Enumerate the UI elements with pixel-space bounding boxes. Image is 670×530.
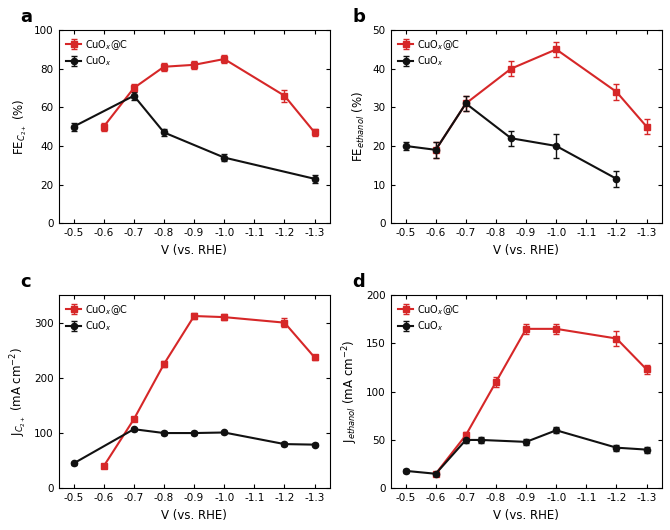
Legend: CuO$_x$@C, CuO$_x$: CuO$_x$@C, CuO$_x$ (64, 35, 131, 71)
Legend: CuO$_x$@C, CuO$_x$: CuO$_x$@C, CuO$_x$ (395, 300, 463, 336)
X-axis label: V (vs. RHE): V (vs. RHE) (493, 244, 559, 257)
X-axis label: V (vs. RHE): V (vs. RHE) (161, 509, 227, 522)
Y-axis label: FE$_{ethanol}$ (%): FE$_{ethanol}$ (%) (351, 91, 367, 162)
Text: d: d (352, 273, 365, 291)
Y-axis label: J$_{ethanol}$ (mA cm$^{-2}$): J$_{ethanol}$ (mA cm$^{-2}$) (341, 340, 360, 443)
Text: c: c (21, 273, 31, 291)
Text: b: b (352, 8, 365, 26)
Y-axis label: FE$_{C_{2+}}$ (%): FE$_{C_{2+}}$ (%) (11, 99, 29, 155)
Y-axis label: J$_{C_{2+}}$ (mA cm$^{-2}$): J$_{C_{2+}}$ (mA cm$^{-2}$) (8, 347, 29, 436)
Text: a: a (21, 8, 33, 26)
Legend: CuO$_x$@C, CuO$_x$: CuO$_x$@C, CuO$_x$ (64, 300, 131, 336)
X-axis label: V (vs. RHE): V (vs. RHE) (493, 509, 559, 522)
X-axis label: V (vs. RHE): V (vs. RHE) (161, 244, 227, 257)
Legend: CuO$_x$@C, CuO$_x$: CuO$_x$@C, CuO$_x$ (395, 35, 463, 71)
